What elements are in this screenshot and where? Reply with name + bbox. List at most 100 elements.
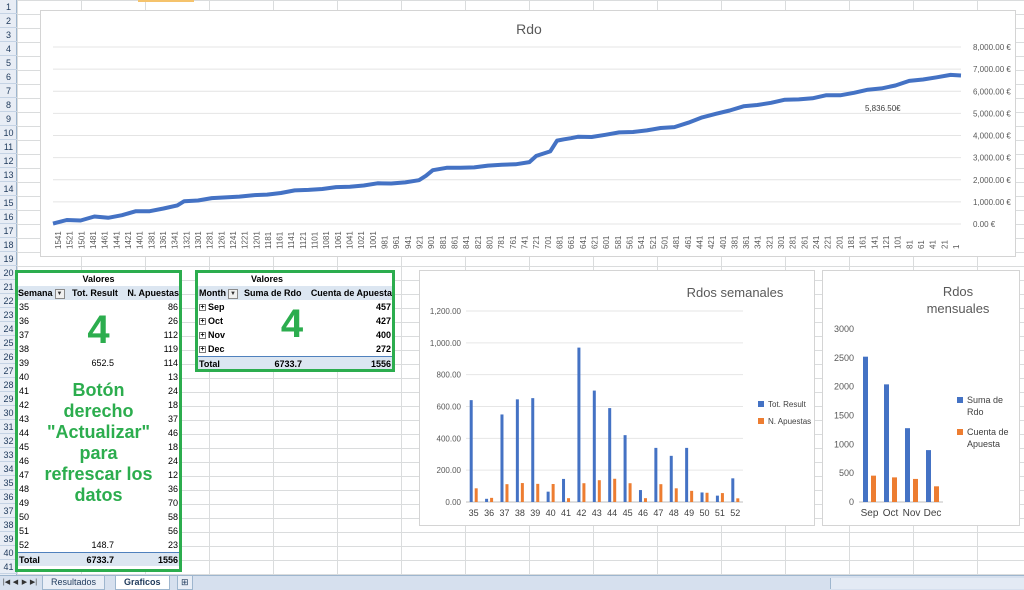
row-header[interactable]: 24	[0, 322, 17, 336]
horizontal-scrollbar[interactable]	[830, 578, 1024, 589]
row-header[interactable]: 41	[0, 560, 17, 574]
row-header[interactable]: 9	[0, 112, 17, 126]
chart-rdos-semanales[interactable]: Rdos semanales 0.00 200.00 400.00 600.00 800…	[419, 270, 815, 526]
y-tick-label: 2000	[834, 382, 854, 392]
row-header[interactable]: 8	[0, 98, 17, 112]
row-header[interactable]: 6	[0, 70, 17, 84]
row-header[interactable]: 34	[0, 462, 17, 476]
expand-icon[interactable]: +	[199, 346, 206, 354]
x-tick-label: Dec	[924, 508, 942, 519]
bar-n-apuestas	[705, 492, 709, 502]
row-header[interactable]: 3	[0, 28, 17, 42]
row-header[interactable]: 13	[0, 168, 17, 182]
chart-title-semanales: Rdos semanales	[686, 285, 784, 300]
cell-total-apuestas: 1556	[157, 555, 178, 565]
sheet-tab[interactable]: Graficos	[115, 576, 170, 590]
pivot-months[interactable]: Valores Month ▼ Suma de Rdo Cuenta de Apu…	[197, 272, 393, 370]
cell-n-apuestas: 58	[167, 512, 178, 522]
x-tick-label: 341	[754, 235, 763, 249]
pivot-weeks[interactable]: Valores Semana ▼ Tot. Result N. Apuestas …	[17, 272, 180, 569]
expand-icon[interactable]: +	[199, 304, 206, 312]
bar-n-apuestas	[643, 498, 647, 502]
row-header[interactable]: 20	[0, 266, 17, 280]
pivot-weeks-caption: Valores	[82, 274, 115, 284]
x-tick-label: 1181	[264, 231, 273, 249]
x-tick-label: 121	[882, 235, 891, 249]
row-header[interactable]: 26	[0, 350, 17, 364]
chart-rdos-mensuales[interactable]: Rdos mensuales 0 500 1000 1500 2000 2500 3000 Se…	[822, 270, 1020, 526]
x-tick-label: 641	[579, 235, 588, 249]
cell-cuenta-apuesta: 427	[375, 316, 391, 326]
row-header[interactable]: 35	[0, 476, 17, 490]
row-header[interactable]: 39	[0, 532, 17, 546]
row-header[interactable]: 5	[0, 56, 17, 70]
cell-n-apuestas: 18	[167, 442, 178, 452]
cell-semana: 43	[19, 414, 30, 424]
row-header[interactable]: 32	[0, 434, 17, 448]
x-tick-label: 1061	[334, 231, 343, 249]
row-header[interactable]: 23	[0, 308, 17, 322]
bar-tot-result	[562, 478, 566, 502]
row-header[interactable]: 36	[0, 490, 17, 504]
overlay-note-line: refrescar los	[44, 464, 153, 484]
chart-rdo[interactable]: Rdo 0.00 € 1,000.00 € 2,000.00 € 3,000.00 €…	[40, 10, 1016, 257]
x-tick-label: 601	[602, 235, 611, 249]
row-header[interactable]: 19	[0, 252, 17, 266]
y-tick-label: 3000	[834, 324, 854, 334]
new-sheet-icon[interactable]: ⊞	[177, 576, 193, 590]
last-sheet-icon[interactable]: ▶|	[29, 579, 38, 586]
row-header[interactable]: 21	[0, 280, 17, 294]
row-header[interactable]: 18	[0, 238, 17, 252]
row-header[interactable]: 11	[0, 140, 17, 154]
table-row: 41 24	[17, 384, 180, 398]
row-header[interactable]: 10	[0, 126, 17, 140]
row-header[interactable]: 28	[0, 378, 17, 392]
row-header[interactable]: 29	[0, 392, 17, 406]
filter-dropdown-icon[interactable]: ▼	[228, 288, 238, 299]
table-row: 50 58	[17, 510, 180, 524]
cell-n-apuestas: 46	[167, 428, 178, 438]
row-header[interactable]: 30	[0, 406, 17, 420]
cell-n-apuestas: 36	[167, 484, 178, 494]
row-header[interactable]: 7	[0, 84, 17, 98]
bar-tot-result	[515, 399, 519, 502]
cell-month-label: Dec	[208, 344, 225, 354]
row-header[interactable]: 12	[0, 154, 17, 168]
x-tick-label: 881	[439, 235, 448, 249]
row-header[interactable]: 15	[0, 196, 17, 210]
row-header[interactable]: 33	[0, 448, 17, 462]
y-tick-label: 2500	[834, 353, 854, 363]
expand-icon[interactable]: +	[199, 332, 206, 340]
row-header[interactable]: 4	[0, 42, 17, 56]
row-header[interactable]: 25	[0, 336, 17, 350]
row-header[interactable]: 2	[0, 14, 17, 28]
row-header[interactable]: 37	[0, 504, 17, 518]
x-tick-label: 741	[520, 235, 529, 249]
filter-dropdown-icon[interactable]: ▼	[54, 288, 65, 299]
row-header[interactable]: 31	[0, 420, 17, 434]
row-header[interactable]: 1	[0, 0, 17, 14]
next-sheet-icon[interactable]: ▶	[21, 579, 28, 586]
row-header[interactable]: 40	[0, 546, 17, 560]
row-header[interactable]: 16	[0, 210, 17, 224]
highlight-box-months	[195, 270, 395, 372]
row-headers[interactable]: 1 2 3 4 5 6 7 8 9 10 11 12 13 14 15 16 17 18 19 20 21 22 23 24 2…	[0, 0, 17, 575]
row-header[interactable]: 38	[0, 518, 17, 532]
bar-tot-result	[623, 435, 627, 502]
y-tick-label: 0	[849, 497, 854, 507]
expand-icon[interactable]: +	[199, 318, 206, 326]
cell-month-label: Nov	[208, 330, 226, 340]
row-header[interactable]: 27	[0, 364, 17, 378]
x-tick-label: 1141	[287, 231, 296, 249]
table-row: 52 148.7 23	[17, 538, 180, 552]
first-sheet-icon[interactable]: |◀	[2, 579, 11, 586]
row-header[interactable]: 22	[0, 294, 17, 308]
sheet-tab[interactable]: Resultados	[42, 576, 106, 590]
prev-sheet-icon[interactable]: ◀	[12, 579, 19, 586]
x-tick-label: 1081	[322, 231, 331, 249]
row-header[interactable]: 14	[0, 182, 17, 196]
x-tick-label: 861	[451, 235, 460, 249]
x-tick-label: Nov	[903, 508, 921, 519]
row-header[interactable]: 17	[0, 224, 17, 238]
cell-semana: 41	[19, 386, 30, 396]
